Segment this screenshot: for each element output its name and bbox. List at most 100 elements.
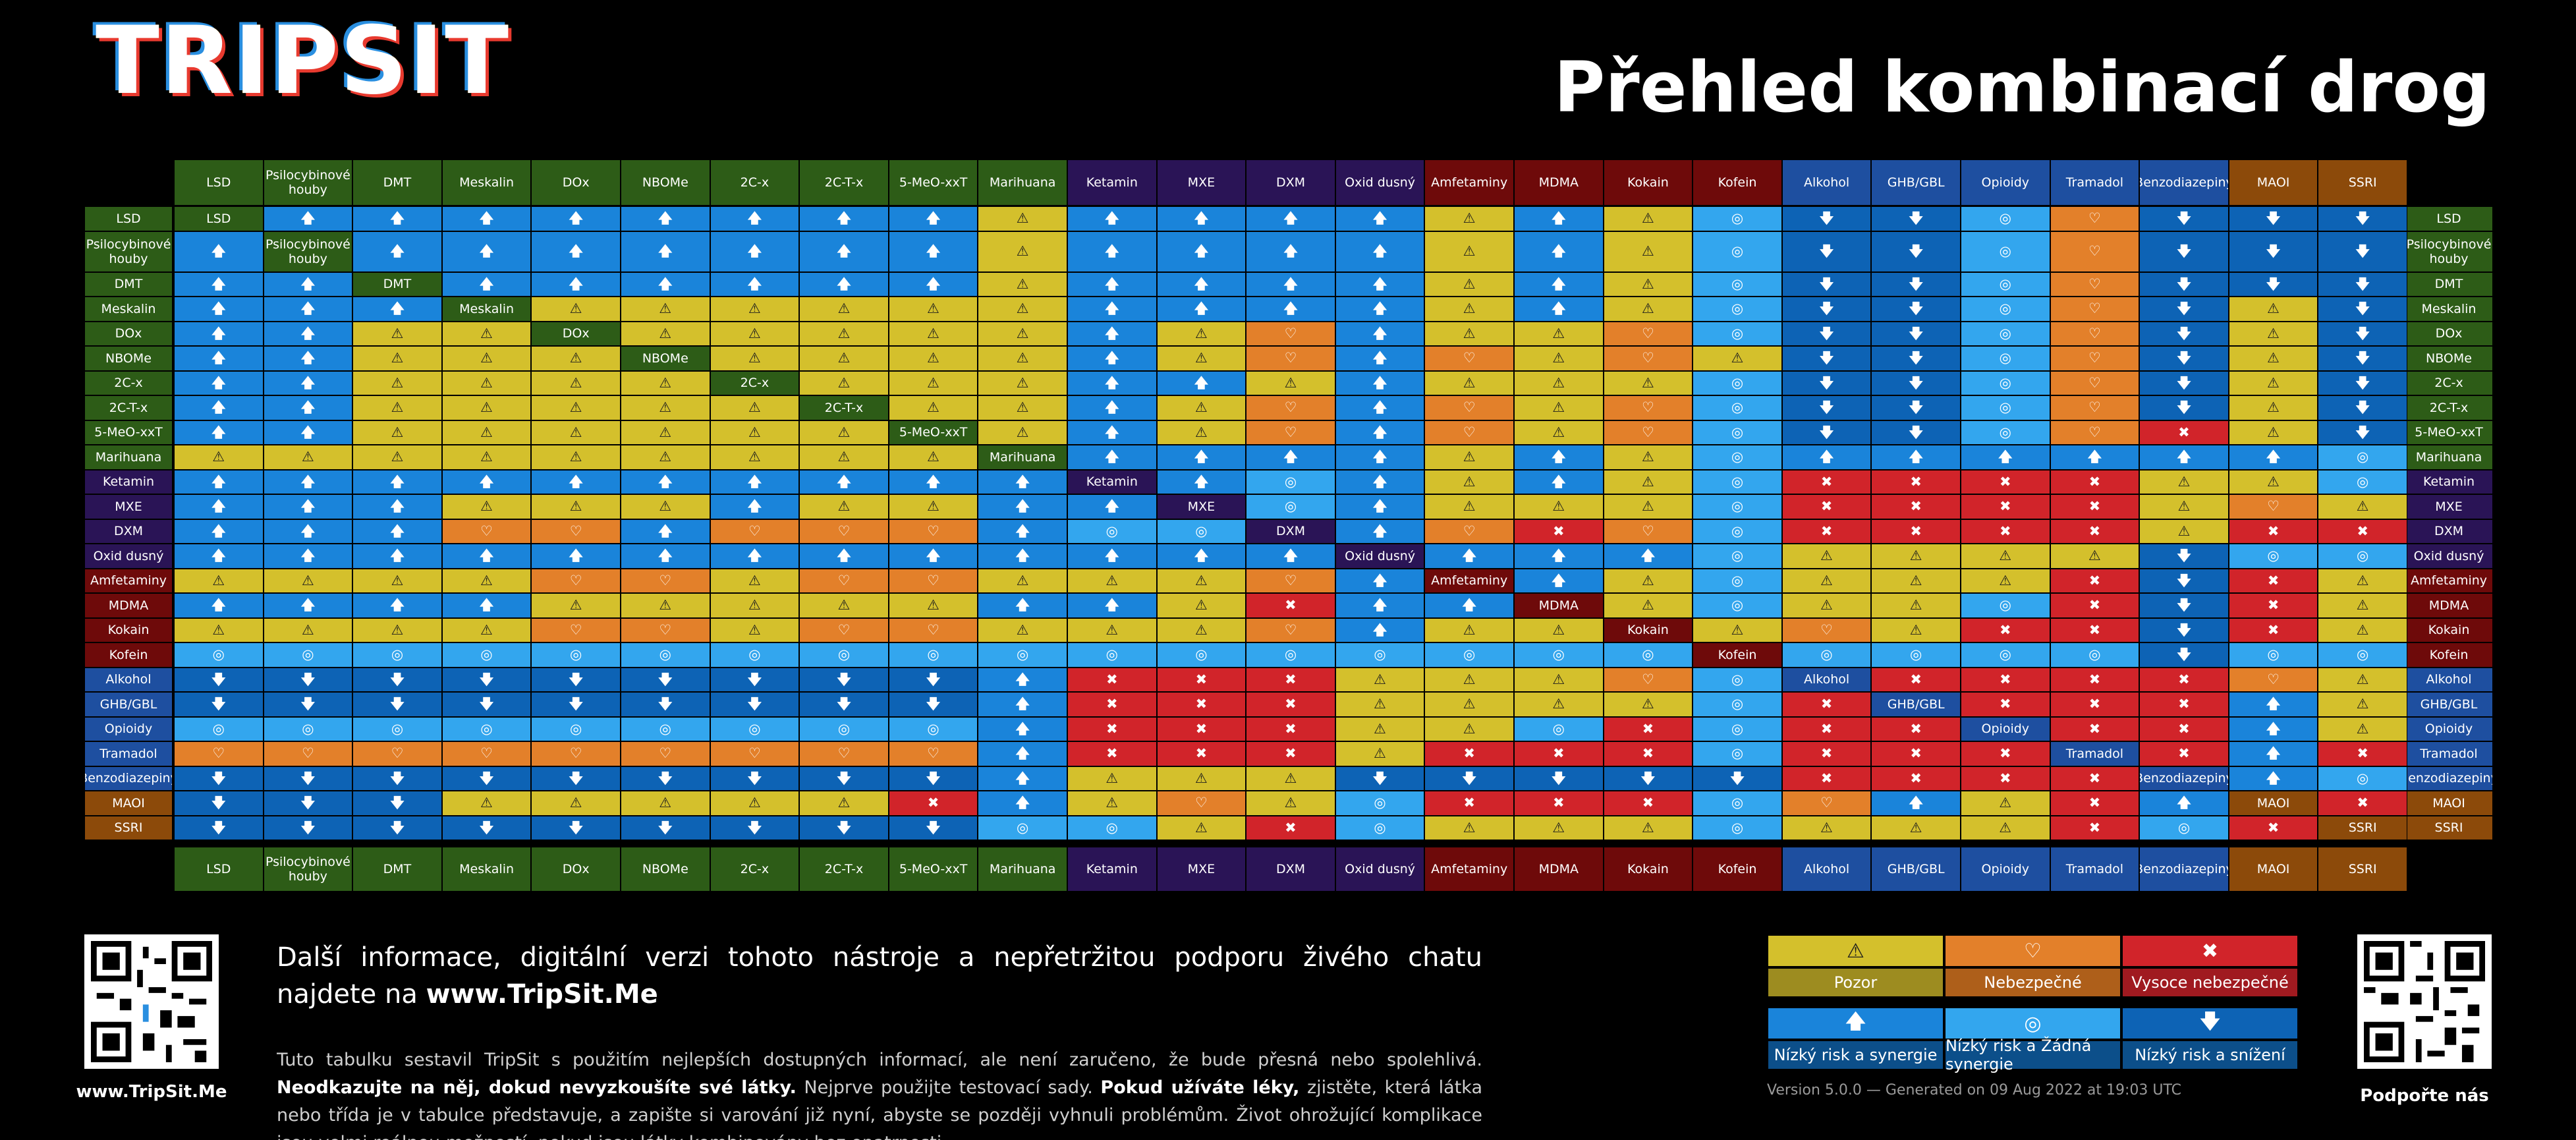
grid-cell-low-risk-decrease[interactable]: 🡇 <box>1603 766 1693 791</box>
grid-cell-low-risk-synergy[interactable]: 🡅 <box>978 716 1067 741</box>
grid-cell-low-risk-decrease[interactable]: 🡇 <box>1871 297 1961 322</box>
grid-cell-dangerous[interactable]: ✖ <box>2050 815 2140 840</box>
grid-cell-caution[interactable]: ⚠ <box>352 420 442 445</box>
grid-cell-low-risk-synergy[interactable]: 🡅 <box>1335 370 1425 395</box>
grid-cell-low-risk-synergy[interactable]: 🡅 <box>174 271 264 297</box>
grid-cell-caution[interactable]: ⚠ <box>1156 346 1246 371</box>
grid-cell-low-risk-no-synergy[interactable]: ◎ <box>1693 494 1782 519</box>
grid-cell-caution[interactable]: ⚠ <box>1603 206 1693 231</box>
grid-cell-dangerous[interactable]: ✖ <box>2050 766 2140 791</box>
grid-cell-low-risk-synergy[interactable]: 🡅 <box>1067 445 1157 470</box>
grid-cell-caution[interactable]: ⚠ <box>1067 617 1157 642</box>
grid-cell-dangerous[interactable]: ✖ <box>2139 667 2229 692</box>
grid-cell-unsafe[interactable]: ♡ <box>1246 395 1335 420</box>
grid-cell-low-risk-no-synergy[interactable]: ◎ <box>1693 420 1782 445</box>
grid-cell-caution[interactable]: ⚠ <box>1781 593 1872 618</box>
grid-cell-low-risk-no-synergy[interactable]: ◎ <box>2050 642 2140 668</box>
grid-cell-low-risk-synergy[interactable]: 🡅 <box>621 206 710 231</box>
grid-cell-caution[interactable]: ⚠ <box>1603 445 1693 470</box>
grid-cell-caution[interactable]: ⚠ <box>888 370 978 395</box>
grid-cell-low-risk-synergy[interactable]: 🡅 <box>441 469 532 494</box>
grid-cell-caution[interactable]: ⚠ <box>1961 544 2050 569</box>
grid-cell-low-risk-decrease[interactable]: 🡇 <box>352 766 442 791</box>
grid-cell-low-risk-no-synergy[interactable]: ◎ <box>1693 395 1782 420</box>
grid-cell-caution[interactable]: ⚠ <box>2228 420 2318 445</box>
grid-cell-unsafe[interactable]: ♡ <box>174 741 264 766</box>
grid-cell-dangerous[interactable]: ✖ <box>1514 741 1604 766</box>
grid-cell-unsafe[interactable]: ♡ <box>1246 568 1335 593</box>
grid-cell-low-risk-synergy[interactable]: 🡅 <box>174 420 264 445</box>
grid-cell-low-risk-no-synergy[interactable]: ◎ <box>1693 716 1782 741</box>
grid-cell-low-risk-synergy[interactable]: 🡅 <box>2228 692 2318 717</box>
grid-cell-dangerous[interactable]: ✖ <box>1424 741 1514 766</box>
grid-cell-caution[interactable]: ⚠ <box>1424 370 1514 395</box>
grid-cell-dangerous[interactable]: ✖ <box>1514 791 1604 816</box>
grid-cell-low-risk-no-synergy[interactable]: ◎ <box>1246 642 1335 668</box>
grid-cell-low-risk-no-synergy[interactable]: ◎ <box>1693 297 1782 322</box>
grid-cell-low-risk-synergy[interactable]: 🡅 <box>710 271 800 297</box>
grid-cell-caution[interactable]: ⚠ <box>1603 231 1693 272</box>
grid-cell-low-risk-no-synergy[interactable]: ◎ <box>1514 716 1604 741</box>
grid-cell-low-risk-synergy[interactable]: 🡅 <box>1067 420 1157 445</box>
grid-cell-low-risk-decrease[interactable]: 🡇 <box>799 766 889 791</box>
grid-cell-dangerous[interactable]: ✖ <box>2228 593 2318 618</box>
grid-cell-dangerous[interactable]: ✖ <box>1246 815 1335 840</box>
grid-cell-caution[interactable]: ⚠ <box>1514 321 1604 346</box>
grid-cell-caution[interactable]: ⚠ <box>2318 667 2407 692</box>
grid-cell-low-risk-synergy[interactable]: 🡅 <box>710 231 800 272</box>
grid-cell-low-risk-synergy[interactable]: 🡅 <box>799 206 889 231</box>
grid-cell-low-risk-synergy[interactable]: 🡅 <box>352 593 442 618</box>
grid-cell-low-risk-no-synergy[interactable]: ◎ <box>1693 593 1782 618</box>
qr-code-right[interactable] <box>2357 934 2492 1069</box>
grid-cell-caution[interactable]: ⚠ <box>1514 692 1604 717</box>
grid-cell-low-risk-synergy[interactable]: 🡅 <box>1067 544 1157 569</box>
grid-cell-caution[interactable]: ⚠ <box>2228 469 2318 494</box>
grid-cell-low-risk-synergy[interactable]: 🡅 <box>263 469 353 494</box>
grid-cell-low-risk-no-synergy[interactable]: ◎ <box>1961 206 2050 231</box>
grid-cell-low-risk-synergy[interactable]: 🡅 <box>531 231 621 272</box>
grid-cell-caution[interactable]: ⚠ <box>710 420 800 445</box>
grid-cell-low-risk-synergy[interactable]: 🡅 <box>352 231 442 272</box>
grid-cell-caution[interactable]: ⚠ <box>799 593 889 618</box>
grid-cell-low-risk-decrease[interactable]: 🡇 <box>352 667 442 692</box>
grid-cell-caution[interactable]: ⚠ <box>2139 519 2229 544</box>
grid-cell-low-risk-no-synergy[interactable]: ◎ <box>1514 642 1604 668</box>
grid-cell-low-risk-no-synergy[interactable]: ◎ <box>1961 346 2050 371</box>
grid-cell-caution[interactable]: ⚠ <box>621 370 710 395</box>
grid-cell-low-risk-decrease[interactable]: 🡇 <box>2139 370 2229 395</box>
grid-cell-low-risk-no-synergy[interactable]: ◎ <box>1693 469 1782 494</box>
grid-cell-low-risk-decrease[interactable]: 🡇 <box>531 766 621 791</box>
grid-cell-unsafe[interactable]: ♡ <box>799 741 889 766</box>
grid-cell-low-risk-synergy[interactable]: 🡅 <box>174 297 264 322</box>
grid-cell-low-risk-synergy[interactable]: 🡅 <box>1335 271 1425 297</box>
grid-cell-caution[interactable]: ⚠ <box>978 346 1067 371</box>
grid-cell-caution[interactable]: ⚠ <box>1871 815 1961 840</box>
grid-cell-low-risk-synergy[interactable]: 🡅 <box>1156 231 1246 272</box>
grid-cell-low-risk-synergy[interactable]: 🡅 <box>978 667 1067 692</box>
grid-cell-caution[interactable]: ⚠ <box>1424 716 1514 741</box>
grid-cell-caution[interactable]: ⚠ <box>978 271 1067 297</box>
grid-cell-caution[interactable]: ⚠ <box>2228 297 2318 322</box>
grid-cell-low-risk-decrease[interactable]: 🡇 <box>441 766 532 791</box>
grid-cell-caution[interactable]: ⚠ <box>352 617 442 642</box>
qr-left-caption[interactable]: www.TripSit.Me <box>76 1082 227 1102</box>
grid-cell-caution[interactable]: ⚠ <box>441 791 532 816</box>
grid-cell-caution[interactable]: ⚠ <box>1067 791 1157 816</box>
grid-cell-unsafe[interactable]: ♡ <box>1781 791 1872 816</box>
grid-cell-caution[interactable]: ⚠ <box>1693 617 1782 642</box>
grid-cell-caution[interactable]: ⚠ <box>1603 494 1693 519</box>
grid-cell-low-risk-synergy[interactable]: 🡅 <box>799 271 889 297</box>
grid-cell-low-risk-synergy[interactable]: 🡅 <box>1335 445 1425 470</box>
grid-cell-low-risk-decrease[interactable]: 🡇 <box>2228 231 2318 272</box>
grid-cell-low-risk-synergy[interactable]: 🡅 <box>1067 346 1157 371</box>
grid-cell-unsafe[interactable]: ♡ <box>799 519 889 544</box>
grid-cell-low-risk-decrease[interactable]: 🡇 <box>888 766 978 791</box>
grid-cell-caution[interactable]: ⚠ <box>352 445 442 470</box>
grid-cell-low-risk-decrease[interactable]: 🡇 <box>441 815 532 840</box>
grid-cell-caution[interactable]: ⚠ <box>1514 667 1604 692</box>
grid-cell-low-risk-synergy[interactable]: 🡅 <box>799 544 889 569</box>
grid-cell-caution[interactable]: ⚠ <box>888 297 978 322</box>
grid-cell-dangerous[interactable]: ✖ <box>1961 667 2050 692</box>
grid-cell-dangerous[interactable]: ✖ <box>2050 667 2140 692</box>
grid-cell-low-risk-decrease[interactable]: 🡇 <box>1871 271 1961 297</box>
